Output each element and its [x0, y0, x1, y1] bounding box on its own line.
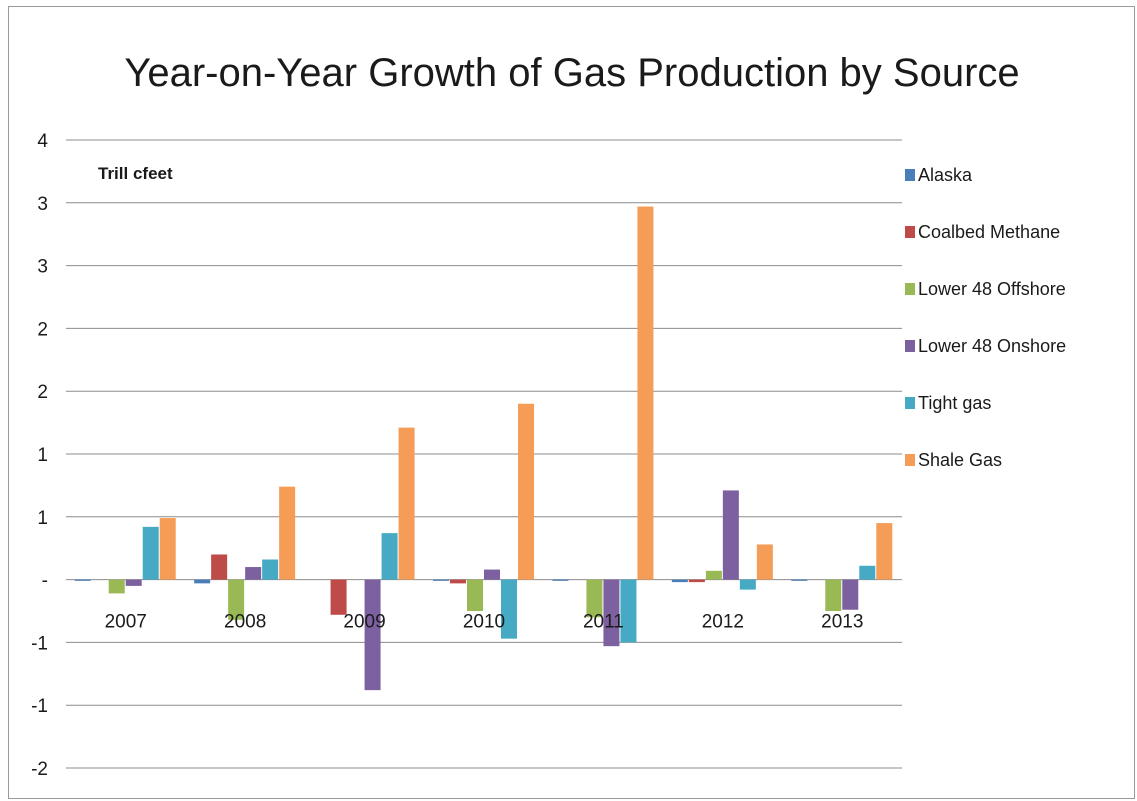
bar [433, 579, 449, 581]
legend-swatch [905, 454, 915, 466]
y-tick-label: - [42, 571, 48, 592]
y-tick-label: 3 [37, 257, 48, 278]
bar [330, 579, 347, 615]
y-tick-label: 1 [37, 508, 48, 529]
bar [722, 490, 739, 580]
legend-swatch [905, 397, 915, 409]
bar [671, 579, 688, 583]
bar [211, 554, 228, 580]
legend-swatch [905, 340, 915, 352]
y-tick-label: -1 [31, 696, 48, 717]
bar [381, 533, 398, 580]
legend-label: Lower 48 Onshore [918, 336, 1066, 356]
y-tick-label: 2 [37, 319, 48, 340]
bar [501, 579, 517, 639]
bar [637, 206, 654, 580]
chart-title: Year-on-Year Growth of Gas Production by… [124, 51, 1019, 95]
y-tick-label: 2 [37, 382, 48, 403]
x-category-label: 2012 [702, 612, 744, 633]
x-category-label: 2007 [105, 612, 147, 633]
x-axis-category-labels: 2007 2008 2009 2010 2011 2012 2013 [105, 612, 864, 633]
y-tick-label: -1 [31, 633, 48, 654]
legend-label: Alaska [918, 165, 973, 185]
bar [467, 579, 483, 611]
bar [739, 579, 756, 590]
chart-frame [8, 6, 1135, 799]
x-category-label: 2013 [821, 612, 863, 633]
bar [518, 403, 534, 580]
bar [245, 567, 262, 580]
bar [842, 579, 859, 610]
legend-label: Coalbed Methane [918, 222, 1060, 242]
unit-label: Trill cfeet [98, 164, 173, 183]
bars [74, 206, 893, 691]
bar [159, 518, 176, 580]
bar [586, 579, 603, 618]
bar [825, 579, 842, 611]
bar [791, 579, 808, 581]
y-tick-label: 3 [37, 194, 48, 215]
x-category-label: 2009 [343, 612, 385, 633]
bar [756, 544, 773, 580]
y-tick-label: 1 [37, 445, 48, 466]
y-tick-label: -2 [31, 759, 48, 780]
bar [142, 526, 159, 580]
legend-label: Shale Gas [918, 450, 1002, 470]
x-category-label: 2010 [463, 612, 505, 633]
bar [688, 579, 705, 583]
x-category-label: 2011 [583, 612, 624, 633]
legend-swatch [905, 283, 915, 295]
bar [876, 523, 893, 580]
legend-label: Tight gas [918, 393, 991, 413]
bar [398, 427, 415, 580]
legend-label: Lower 48 Offshore [918, 279, 1066, 299]
bar [484, 569, 500, 580]
bar [620, 579, 637, 643]
bar [603, 579, 620, 647]
bar [74, 579, 91, 581]
bar [194, 579, 211, 584]
bar [125, 579, 142, 586]
legend-swatch [905, 226, 915, 238]
y-tick-label: 4 [37, 131, 48, 152]
bar [859, 565, 876, 580]
bar [552, 579, 569, 581]
gridlines [66, 139, 902, 769]
bar [279, 486, 296, 580]
bar [364, 579, 381, 691]
bar [108, 579, 125, 594]
bar [705, 570, 722, 580]
legend-swatch [905, 169, 915, 181]
bar [450, 579, 466, 584]
x-category-label: 2008 [224, 612, 266, 633]
legend: Alaska Coalbed Methane Lower 48 Offshore Lo… [905, 165, 1066, 470]
bar [262, 559, 279, 580]
bar [228, 579, 245, 620]
